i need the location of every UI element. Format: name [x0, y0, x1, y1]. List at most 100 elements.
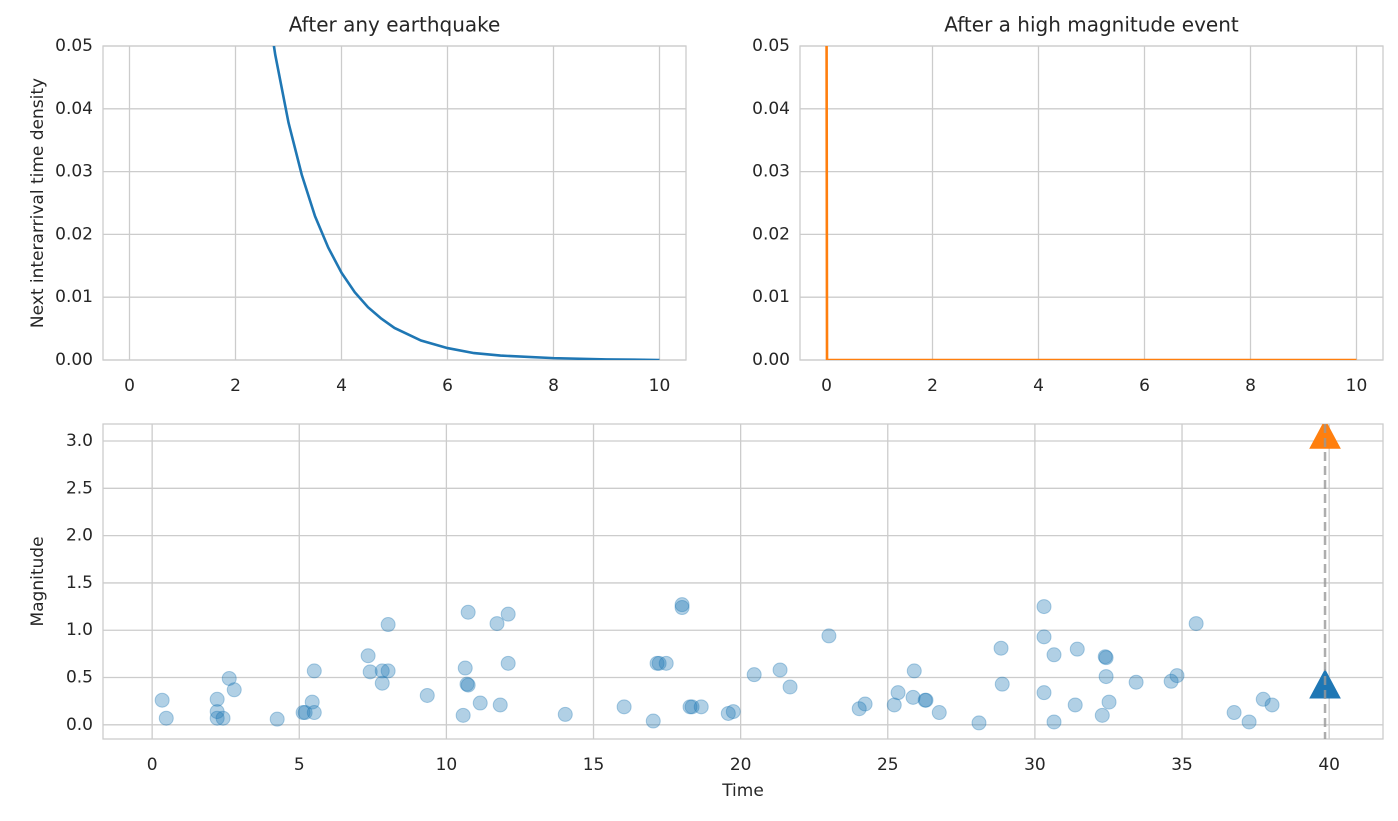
y-tick-label: 0.0 — [66, 715, 93, 735]
point — [460, 604, 476, 620]
point — [1067, 697, 1083, 713]
axes-frame — [799, 45, 1384, 361]
point — [720, 705, 736, 721]
point — [993, 640, 1009, 656]
y-tick-label: 0.03 — [55, 162, 93, 182]
point — [500, 606, 516, 622]
y-tick-label: 1.0 — [66, 620, 93, 640]
point — [971, 715, 987, 731]
point — [306, 705, 322, 721]
point — [1097, 649, 1113, 665]
point — [209, 704, 225, 720]
x-tick-label: 8 — [1245, 376, 1256, 396]
point — [374, 675, 390, 691]
x-tick-label: 30 — [1024, 755, 1046, 775]
x-tick-label: 2 — [230, 376, 241, 396]
point — [1226, 705, 1242, 721]
point — [1101, 694, 1117, 710]
x-tick-label: 10 — [649, 376, 671, 396]
subplot: 0 5 10 15 20 25 30 35 40 0.0 0.5 1.0 1.5 2.0 2.5 3.0 Tim… — [28, 423, 1384, 801]
y-tick-label: 0.02 — [752, 224, 790, 244]
point — [362, 664, 378, 680]
point — [645, 713, 661, 729]
point — [658, 655, 674, 671]
point — [1094, 707, 1110, 723]
point — [693, 699, 709, 715]
x-tick-label: 15 — [583, 755, 605, 775]
point — [931, 705, 947, 721]
y-tick-label: 0.01 — [55, 287, 93, 307]
subplot: 0 2 4 6 8 10 0.00 0.01 0.02 0.03 0.04 0.05 After any… — [28, 13, 687, 396]
point — [821, 628, 837, 644]
point — [725, 704, 741, 720]
plot-area — [154, 424, 1341, 739]
point — [1098, 669, 1114, 685]
point — [1163, 673, 1179, 689]
point — [616, 699, 632, 715]
point — [1169, 668, 1185, 684]
axes-frame — [102, 423, 1384, 740]
point — [1036, 685, 1052, 701]
y-tick-label: 0.05 — [752, 36, 790, 56]
y-tick-label: 0.04 — [55, 99, 93, 119]
point — [890, 685, 906, 701]
point — [557, 706, 573, 722]
x-tick-label: 20 — [730, 755, 752, 775]
y-tick-label: 0.00 — [55, 350, 93, 370]
point — [1036, 599, 1052, 615]
y-tick-label: 2.5 — [66, 478, 93, 498]
point — [886, 697, 902, 713]
y-axis-label: Next interarrival time density — [28, 78, 48, 328]
x-tick-label: 6 — [1139, 376, 1150, 396]
subplot-title: After any earthquake — [289, 13, 501, 37]
point — [1128, 674, 1144, 690]
point — [674, 600, 690, 616]
y-tick-label: 0.05 — [55, 36, 93, 56]
point — [460, 677, 476, 693]
point — [906, 663, 922, 679]
plot-area — [272, 46, 660, 360]
point — [772, 662, 788, 678]
x-tick-label: 10 — [436, 755, 458, 775]
point — [297, 705, 313, 721]
point — [374, 663, 390, 679]
point — [651, 655, 667, 671]
point — [304, 694, 320, 710]
x-tick-label: 0 — [821, 376, 832, 396]
point — [746, 667, 762, 683]
x-tick-label: 5 — [294, 755, 305, 775]
y-axis-label: Magnitude — [28, 536, 48, 626]
x-tick-label: 8 — [548, 376, 559, 396]
point — [1036, 629, 1052, 645]
subplot: 0 2 4 6 8 10 0.00 0.01 0.02 0.03 0.04 0.05 After a h… — [752, 13, 1384, 396]
y-tick-label: 3.0 — [66, 431, 93, 451]
point — [1069, 641, 1085, 657]
point — [1264, 697, 1280, 713]
point — [209, 691, 225, 707]
point — [1046, 647, 1062, 663]
y-tick-label: 0.03 — [752, 162, 790, 182]
triangle-marker — [1309, 424, 1341, 449]
x-tick-label: 35 — [1171, 755, 1193, 775]
point — [489, 616, 505, 632]
point — [782, 679, 798, 695]
point — [1255, 691, 1271, 707]
point — [649, 655, 665, 671]
line — [272, 46, 660, 360]
axes-frame — [102, 45, 687, 361]
y-tick-label: 0.01 — [752, 287, 790, 307]
point — [154, 692, 170, 708]
point — [918, 692, 934, 708]
x-tick-label: 25 — [877, 755, 899, 775]
plot-area — [825, 46, 1357, 360]
point — [851, 701, 867, 717]
x-tick-label: 4 — [1033, 376, 1044, 396]
point — [360, 648, 376, 664]
point — [459, 676, 475, 692]
point — [674, 597, 690, 613]
point — [158, 710, 174, 726]
point — [492, 697, 508, 713]
point — [221, 670, 237, 686]
point — [1098, 650, 1114, 666]
